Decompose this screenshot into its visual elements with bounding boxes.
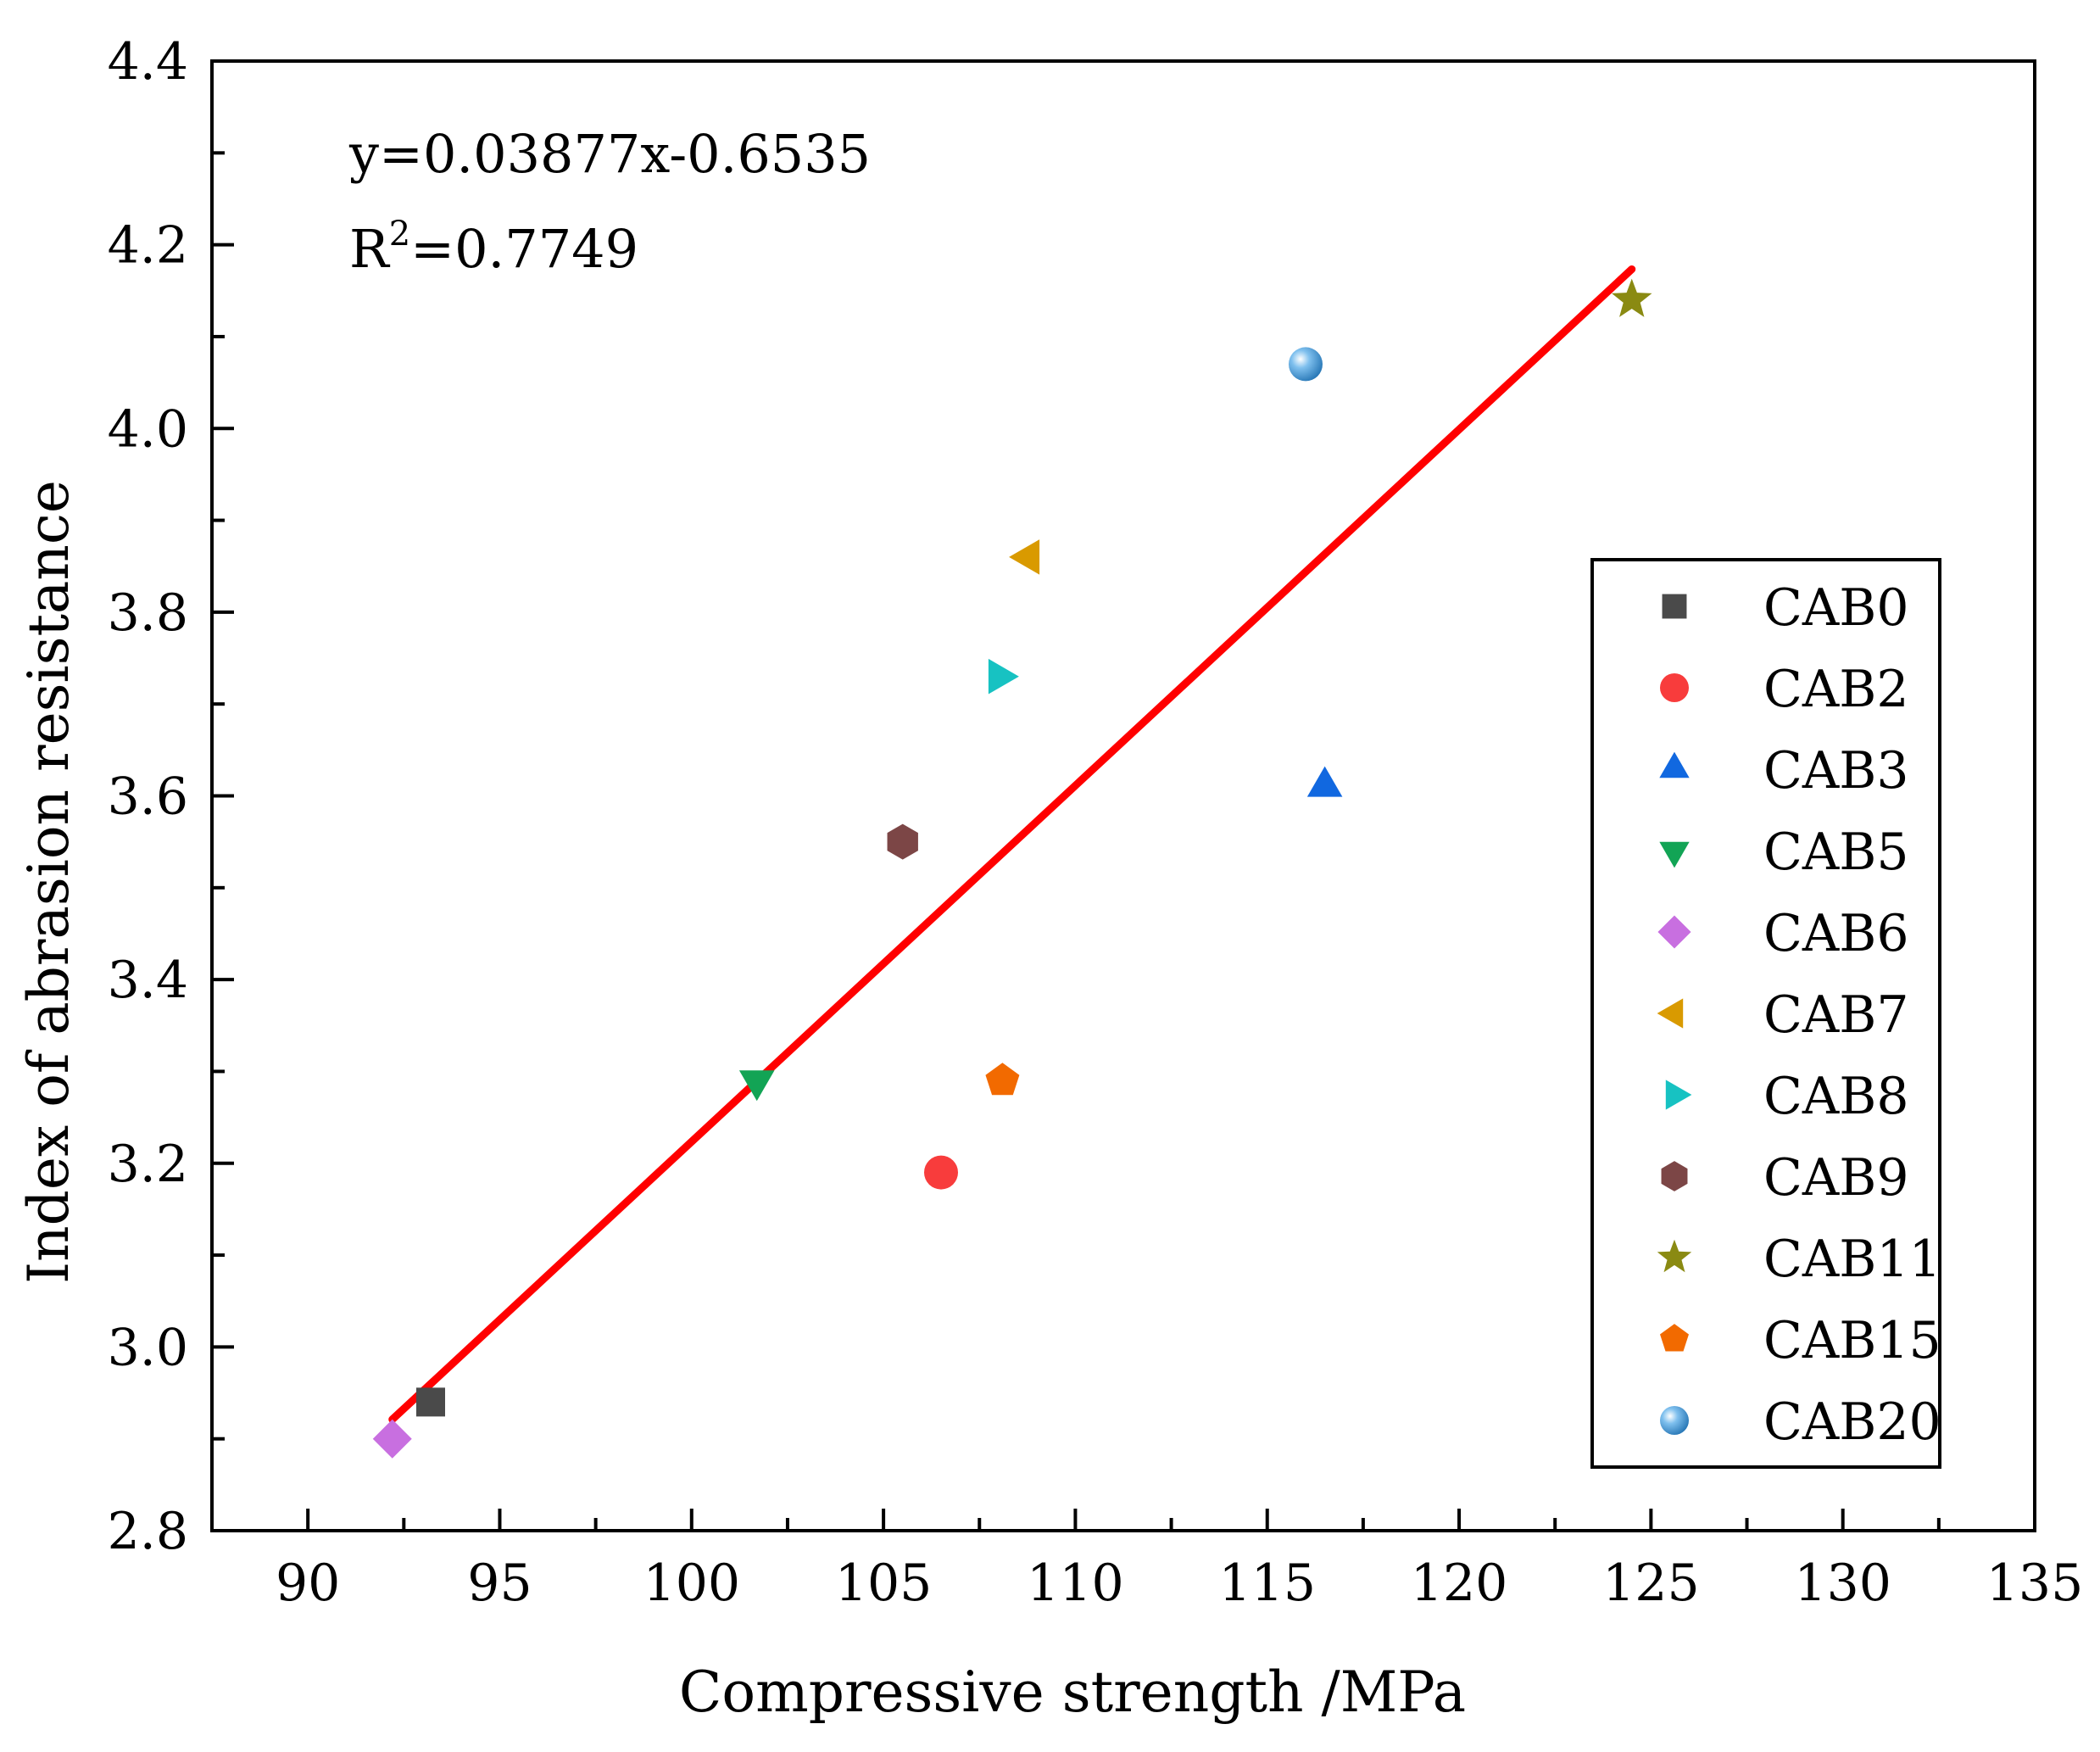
legend-item-cab20: CAB20 [1660, 1392, 1941, 1452]
legend: CAB0 CAB2 CAB3 CAB5 CAB6 CAB7 CAB8 CAB9 CAB11 CAB… [1590, 558, 1941, 1469]
point-cab0 [416, 1387, 445, 1417]
point-cab8 [988, 658, 1019, 695]
legend-label: CAB11 [1763, 1230, 1941, 1289]
axis-ticks [212, 59, 2036, 1532]
legend-box [1590, 558, 1941, 1469]
x-tick-label: 120 [1411, 1554, 1508, 1613]
legend-marker-cab15 [1660, 1324, 1689, 1352]
y-tick-label: 4.4 [108, 32, 188, 92]
x-axis-label: Compressive strength /MPa [679, 1660, 1466, 1725]
legend-label: CAB0 [1763, 578, 1909, 638]
point-cab3 [1306, 766, 1343, 797]
legend-label: CAB20 [1763, 1392, 1941, 1452]
point-cab20 [1289, 347, 1323, 382]
legend-label: CAB5 [1763, 823, 1909, 882]
legend-item-cab6: CAB6 [1657, 904, 1909, 963]
y-tick-label: 3.6 [108, 767, 188, 827]
point-cab7 [1009, 539, 1040, 575]
legend-label: CAB3 [1763, 741, 1909, 801]
legend-item-cab3: CAB3 [1659, 741, 1909, 801]
legend-label: CAB15 [1763, 1311, 1941, 1370]
legend-marker-cab9 [1661, 1161, 1688, 1191]
legend-marker-cab8 [1665, 1080, 1692, 1110]
y-tick-label: 3.2 [108, 1135, 188, 1194]
legend-marker-cab7 [1657, 998, 1684, 1029]
x-tick-label: 115 [1218, 1554, 1316, 1613]
legend-marker-cab3 [1659, 751, 1690, 778]
x-tick-label: 135 [1986, 1554, 2084, 1613]
legend-marker-cab2 [1660, 673, 1689, 702]
axis-tick-labels: 90 95 100 105 110 115 120 125 130 135 2.8 3.0 3.2 3.4… [108, 32, 2084, 1613]
r-squared-label: R2=0.7749 [349, 215, 638, 280]
legend-label: CAB6 [1763, 904, 1909, 963]
y-tick-label: 3.0 [108, 1318, 188, 1377]
legend-label: CAB9 [1763, 1148, 1909, 1208]
regression-line [388, 265, 1636, 1424]
legend-marker-cab0 [1662, 594, 1687, 619]
point-cab2 [924, 1155, 958, 1190]
legend-item-cab11: CAB11 [1657, 1230, 1941, 1289]
point-cab6 [372, 1419, 412, 1459]
y-tick-label: 2.8 [108, 1502, 188, 1561]
y-tick-label: 3.8 [108, 583, 188, 643]
r-squared-superscript: 2 [389, 215, 410, 254]
regression-equation: y=0.03877x-0.6535 [348, 123, 871, 185]
point-cab9 [887, 823, 918, 860]
y-axis-label: Index of abrasion resistance [16, 480, 81, 1284]
point-cab15 [985, 1063, 1020, 1096]
legend-label: CAB2 [1763, 660, 1909, 719]
legend-item-cab7: CAB7 [1657, 985, 1909, 1045]
point-cab11 [1611, 278, 1652, 317]
legend-item-cab5: CAB5 [1659, 823, 1909, 882]
x-tick-label: 100 [643, 1554, 741, 1613]
legend-item-cab2: CAB2 [1660, 660, 1909, 719]
legend-marker-cab6 [1657, 915, 1691, 949]
legend-item-cab15: CAB15 [1660, 1311, 1941, 1370]
legend-label: CAB8 [1763, 1067, 1909, 1126]
x-tick-label: 95 [467, 1554, 532, 1613]
y-tick-label: 3.4 [108, 951, 188, 1010]
legend-label: CAB7 [1763, 985, 1909, 1045]
legend-marker-cab20 [1660, 1406, 1689, 1435]
legend-marker-cab5 [1659, 841, 1690, 868]
x-tick-label: 105 [835, 1554, 933, 1613]
legend-item-cab8: CAB8 [1665, 1067, 1909, 1126]
y-tick-label: 4.2 [108, 216, 188, 276]
x-tick-label: 130 [1794, 1554, 1891, 1613]
x-tick-label: 90 [276, 1554, 340, 1613]
y-tick-label: 4.0 [108, 399, 188, 459]
x-tick-label: 125 [1602, 1554, 1700, 1613]
x-tick-label: 110 [1027, 1554, 1124, 1613]
legend-item-cab0: CAB0 [1662, 578, 1909, 638]
r-squared-prefix: R [349, 218, 391, 280]
legend-marker-cab11 [1657, 1239, 1692, 1273]
point-cab5 [738, 1070, 775, 1102]
r-squared-value: =0.7749 [410, 218, 638, 280]
data-points [372, 278, 1652, 1459]
legend-item-cab9: CAB9 [1661, 1148, 1909, 1208]
